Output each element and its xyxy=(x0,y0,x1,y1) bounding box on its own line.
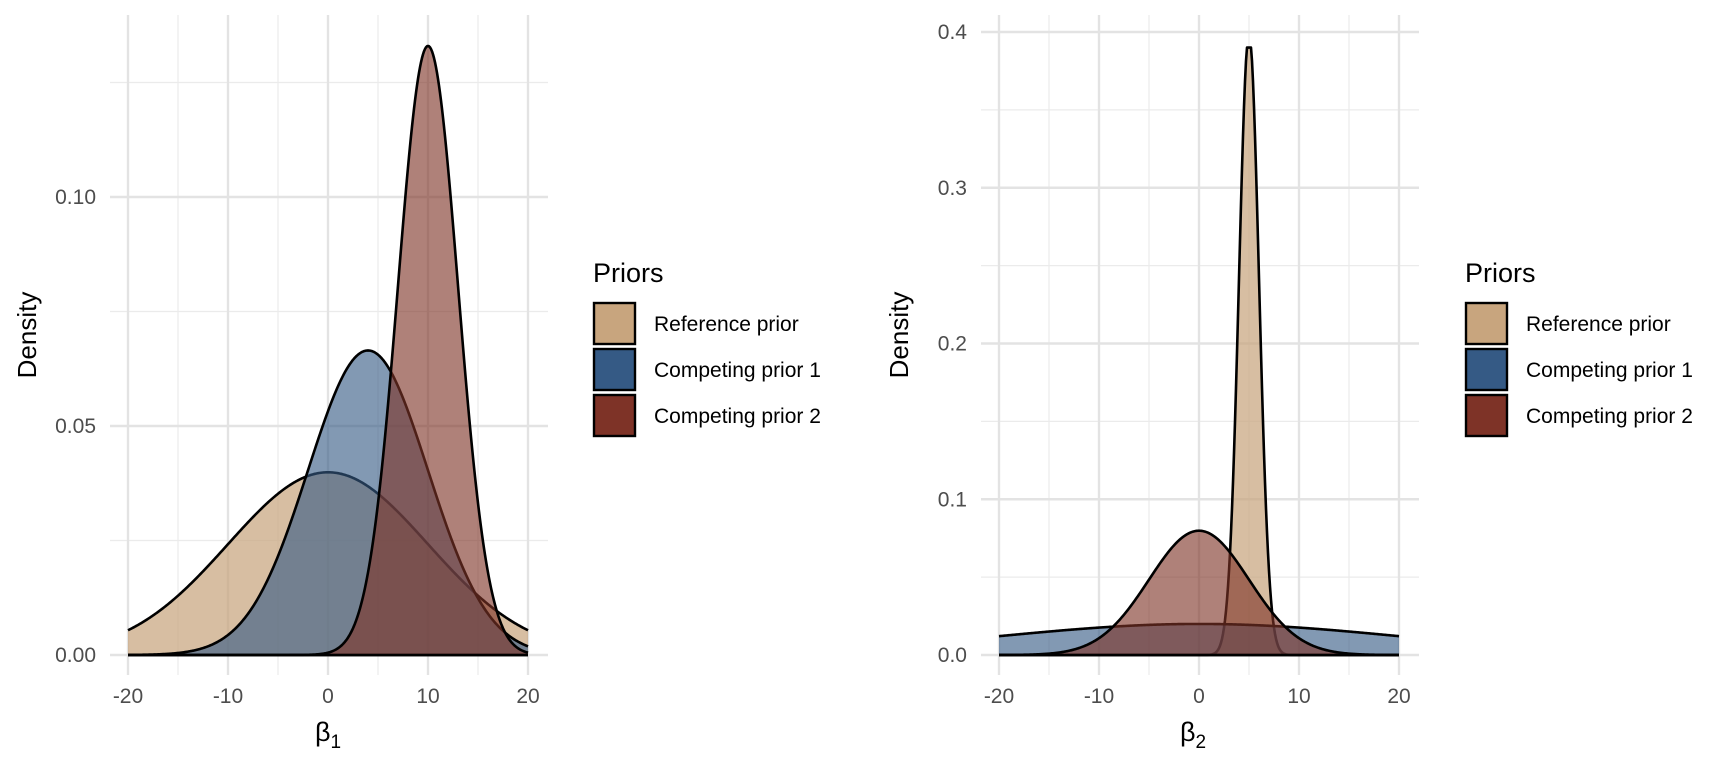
legend-entry-label: Competing prior 2 xyxy=(654,405,821,428)
x-tick-label: 10 xyxy=(1287,685,1310,708)
panel-1: -20 -10 0 10 20 0.00 0.05 0.10 Density β1 Priors Re… xyxy=(12,15,821,753)
legend-entry-label: Reference prior xyxy=(1526,313,1671,336)
legend-title: Priors xyxy=(593,258,664,288)
x-tick-label: 20 xyxy=(516,685,539,708)
x-axis-label-subscript: 1 xyxy=(330,732,341,753)
x-tick-label: 20 xyxy=(1387,685,1410,708)
legend-key-swatch xyxy=(592,393,637,438)
y-tick-label: 0.10 xyxy=(55,186,96,209)
x-tick-label: -10 xyxy=(1084,685,1114,708)
legend-entry-label: Competing prior 1 xyxy=(1526,359,1693,382)
legend: Priors Reference prior Competing prior 1 Co… xyxy=(1464,258,1693,438)
density-area-3 xyxy=(128,45,528,655)
x-tick-label: -10 xyxy=(213,685,243,708)
legend-key-swatch xyxy=(1464,301,1509,346)
y-tick-label: 0.00 xyxy=(55,644,96,667)
legend-key-swatch xyxy=(592,347,637,392)
x-axis-label-subscript: 2 xyxy=(1195,732,1206,753)
legend-key-swatch xyxy=(1464,393,1509,438)
x-tick-label: 0 xyxy=(1193,685,1205,708)
x-axis-label: β1 xyxy=(315,717,341,753)
x-tick-label: -20 xyxy=(113,685,143,708)
x-axis-label-symbol: β xyxy=(315,717,331,747)
legend: Priors Reference prior Competing prior 1 Co… xyxy=(592,258,821,438)
x-tick-label: 0 xyxy=(322,685,334,708)
y-tick-label: 0.0 xyxy=(938,644,967,667)
legend-key-swatch xyxy=(1464,347,1509,392)
x-tick-label: 10 xyxy=(416,685,439,708)
y-tick-label: 0.05 xyxy=(55,415,96,438)
legend-title: Priors xyxy=(1465,258,1536,288)
y-tick-label: 0.1 xyxy=(938,488,967,511)
legend-entry-label: Reference prior xyxy=(654,313,799,336)
density-area-3 xyxy=(999,530,1399,655)
y-axis-label: Density xyxy=(884,292,914,379)
y-tick-label: 0.4 xyxy=(938,21,968,44)
legend-entry-label: Competing prior 2 xyxy=(1526,405,1693,428)
x-axis-label: β2 xyxy=(1180,717,1206,753)
x-axis-label-symbol: β xyxy=(1180,717,1196,747)
density-curve-3 xyxy=(998,529,1400,657)
y-axis-label: Density xyxy=(12,292,42,379)
legend-key-swatch xyxy=(592,301,637,346)
panel-2: -20 -10 0 10 20 0.0 0.1 0.2 0.3 0.4 Density β2 Prior… xyxy=(884,15,1693,753)
y-tick-label: 0.2 xyxy=(938,333,967,356)
y-tick-label: 0.3 xyxy=(938,177,967,200)
legend-entry-label: Competing prior 1 xyxy=(654,359,821,382)
x-tick-label: -20 xyxy=(984,685,1014,708)
